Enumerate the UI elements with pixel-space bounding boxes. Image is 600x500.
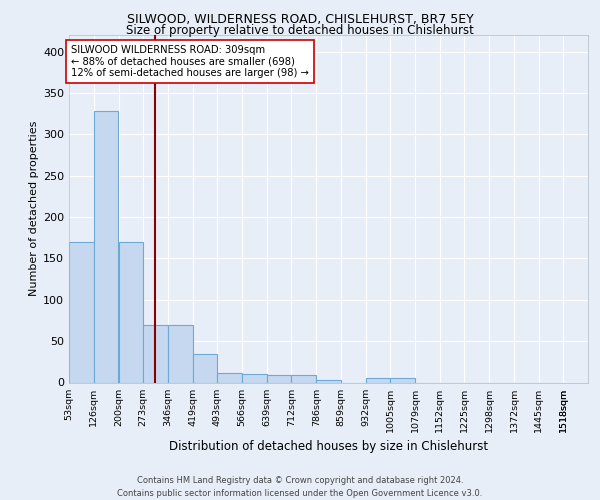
Bar <box>316 380 341 382</box>
Bar <box>119 242 143 382</box>
Y-axis label: Number of detached properties: Number of detached properties <box>29 121 39 296</box>
Text: Size of property relative to detached houses in Chislehurst: Size of property relative to detached ho… <box>126 24 474 37</box>
Text: SILWOOD WILDERNESS ROAD: 309sqm
← 88% of detached houses are smaller (698)
12% o: SILWOOD WILDERNESS ROAD: 309sqm ← 88% of… <box>71 45 308 78</box>
Bar <box>390 378 415 382</box>
Bar <box>365 378 390 382</box>
Bar <box>193 354 217 382</box>
Bar <box>242 374 267 382</box>
Text: SILWOOD, WILDERNESS ROAD, CHISLEHURST, BR7 5EY: SILWOOD, WILDERNESS ROAD, CHISLEHURST, B… <box>127 12 473 26</box>
Bar <box>267 375 292 382</box>
Bar <box>143 324 168 382</box>
X-axis label: Distribution of detached houses by size in Chislehurst: Distribution of detached houses by size … <box>169 440 488 453</box>
Bar <box>168 324 193 382</box>
Bar <box>69 242 94 382</box>
Bar <box>217 372 242 382</box>
Text: Contains HM Land Registry data © Crown copyright and database right 2024.
Contai: Contains HM Land Registry data © Crown c… <box>118 476 482 498</box>
Bar <box>292 375 316 382</box>
Bar <box>94 111 118 382</box>
